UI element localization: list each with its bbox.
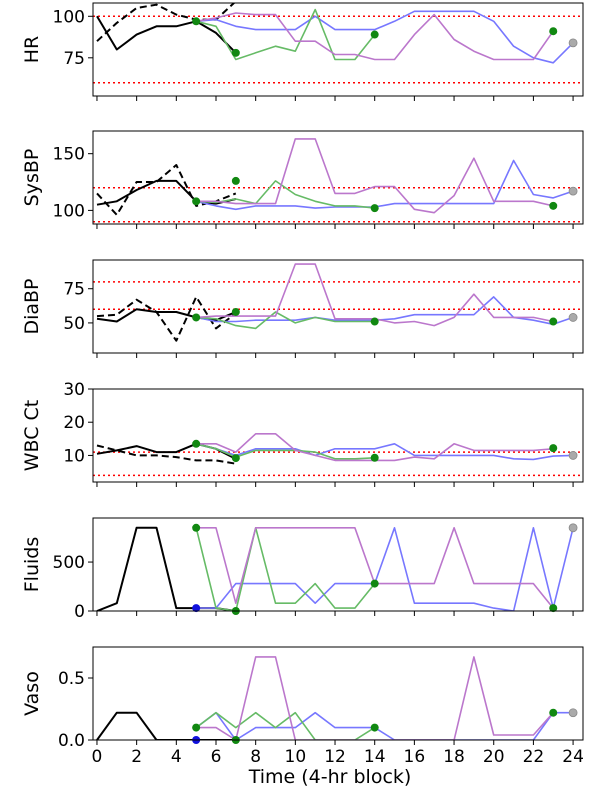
x-tick-label: 0 [92, 747, 103, 767]
panel-1-marker [231, 176, 240, 185]
panel-0-ytick-label: 100 [53, 7, 85, 27]
panel-3-marker [549, 444, 558, 453]
x-tick-label: 4 [171, 747, 182, 767]
panel-1-ylabel: SysBP [21, 149, 43, 207]
panel-4-ylabel: Fluids [21, 537, 43, 593]
panel-0-ytick-label: 75 [63, 49, 85, 69]
panel-5-ytick-label: 0.0 [58, 731, 85, 751]
panel-3-ytick-label: 30 [63, 380, 85, 400]
panel-4-ytick-label: 500 [53, 553, 85, 573]
x-tick-label: 16 [404, 747, 426, 767]
panel-4-ytick-label: 0 [74, 602, 85, 622]
panel-1-series-purple [196, 138, 554, 214]
panel-0-frame [92, 2, 584, 97]
panel-0-series-purple [196, 12, 554, 61]
panel-1-series-green [196, 180, 375, 209]
panel-0-marker [192, 17, 201, 26]
panel-2-marker [192, 313, 201, 322]
panel-0-marker [549, 27, 558, 36]
x-tick-label: 10 [285, 747, 307, 767]
panel-5-series-observed [96, 711, 236, 740]
x-tick-label: 18 [443, 747, 465, 767]
x-tick-label: 14 [364, 747, 386, 767]
panel-5-ytick-label: 0.5 [58, 669, 85, 689]
panel-3-marker [231, 454, 240, 463]
panel-5-marker [568, 708, 578, 718]
panel-3-marker [370, 453, 379, 462]
panel-2-marker [370, 317, 379, 326]
panel-3-frame [92, 388, 584, 483]
panel-1-frame [92, 130, 584, 225]
x-tick-label: 6 [211, 747, 222, 767]
panel-2-marker [568, 313, 578, 322]
panel-0-marker [568, 38, 578, 48]
panel-2-series-blue [196, 296, 574, 326]
panel-4-marker [192, 604, 201, 613]
panel-0-marker [231, 48, 240, 57]
x-tick-label: 8 [250, 747, 261, 767]
panel-3-series-green [196, 443, 375, 460]
panel-5-series-green [195, 711, 376, 740]
panel-2-series-green [196, 311, 375, 330]
panel-4-marker [192, 523, 201, 532]
panel-0-series-observed [96, 15, 237, 54]
panel-4-series-green [195, 526, 376, 611]
x-tick-label: 24 [562, 747, 584, 767]
panel-2-series-observed [96, 308, 237, 323]
panel-1-ytick-label: 100 [53, 201, 85, 221]
x-tick-label: 20 [483, 747, 505, 767]
panel-5-frame [92, 646, 584, 741]
panel-2-marker [231, 307, 240, 316]
panel-0-ylabel: HR [21, 36, 43, 64]
panel-5-series-blue [195, 711, 574, 740]
panel-3-ytick-label: 20 [63, 413, 85, 433]
x-tick-label: 12 [324, 747, 346, 767]
panel-3-ytick-label: 10 [63, 446, 85, 466]
panel-3-marker [568, 451, 578, 460]
panel-3-marker [192, 439, 201, 448]
panel-4-marker [568, 523, 578, 533]
panel-3-series-blue [196, 442, 574, 461]
panel-2-series-observed_alt [96, 295, 237, 342]
panel-5-series-purple [196, 656, 554, 740]
panel-4-series-observed [96, 526, 236, 611]
panel-2-series-purple [196, 263, 554, 327]
panel-1-series-blue [196, 159, 574, 211]
panel-1-marker [568, 186, 578, 196]
panel-4-frame [92, 517, 584, 612]
panel-0-series-green [196, 8, 376, 61]
panel-1-series-observed [96, 179, 237, 206]
panel-0-series-blue [196, 10, 574, 64]
panel-2-ytick-label: 75 [63, 280, 85, 300]
panel-5-marker [549, 708, 558, 717]
panel-1-marker [192, 197, 201, 206]
panel-0-marker [370, 30, 379, 39]
panel-1-series-observed_alt [96, 164, 237, 216]
panel-1-marker [370, 204, 379, 213]
panel-3-ylabel: WBC Ct [21, 400, 43, 472]
panel-1-ytick-label: 150 [53, 145, 85, 165]
x-axis-label: Time (4-hr block) [248, 766, 412, 788]
x-tick-label: 22 [523, 747, 545, 767]
panel-1-marker [549, 201, 558, 210]
panel-2-marker [549, 317, 558, 326]
panel-0-series-observed_alt [96, 3, 236, 42]
panel-5-marker [192, 723, 201, 732]
panel-5-ylabel: Vaso [21, 671, 43, 716]
panel-2-frame [92, 259, 584, 354]
panel-4-marker [370, 579, 379, 588]
panel-4-marker [549, 604, 558, 613]
panel-3-series-observed_alt [96, 444, 236, 465]
x-tick-label: 2 [131, 747, 142, 767]
panel-2-ylabel: DiaBP [21, 278, 43, 334]
panel-4-series-purple [196, 526, 554, 609]
panel-5-marker [370, 723, 379, 732]
panel-2-ytick-label: 50 [63, 314, 85, 334]
